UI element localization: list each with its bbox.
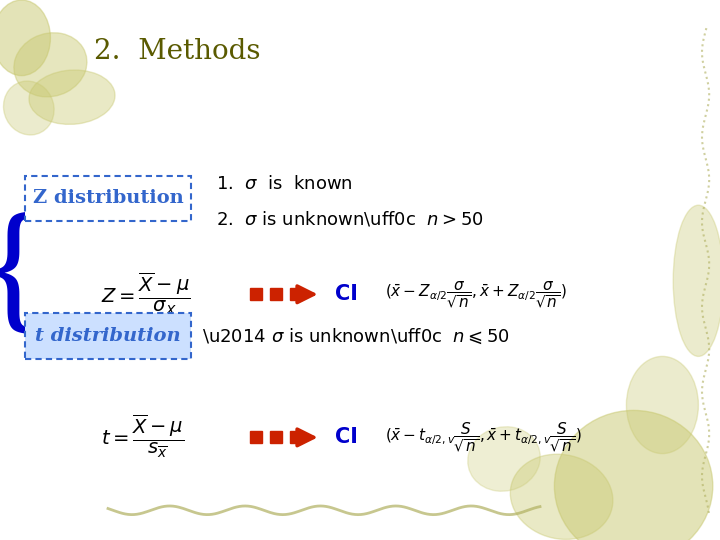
Text: $(\bar{x}-Z_{\alpha/2}\dfrac{\sigma}{\sqrt{n}},\bar{x}+Z_{\alpha/2}\dfrac{\sigma: $(\bar{x}-Z_{\alpha/2}\dfrac{\sigma}{\sq… bbox=[385, 279, 567, 309]
Ellipse shape bbox=[510, 454, 613, 539]
Ellipse shape bbox=[554, 410, 713, 540]
Text: $Z = \dfrac{\overline{X}-\mu}{\sigma_{X}}$: $Z = \dfrac{\overline{X}-\mu}{\sigma_{X}… bbox=[101, 271, 190, 318]
Text: 2.  Methods: 2. Methods bbox=[94, 38, 260, 65]
Text: \u2014 $\sigma$ is unknown\uff0c  $n$$\leqslant$50: \u2014 $\sigma$ is unknown\uff0c $n$$\le… bbox=[202, 326, 510, 346]
Ellipse shape bbox=[14, 33, 87, 97]
FancyBboxPatch shape bbox=[25, 176, 191, 221]
Ellipse shape bbox=[468, 427, 540, 491]
Text: $(\bar{x}-t_{\alpha/2,v}\dfrac{S}{\sqrt{n}},\bar{x}+t_{\alpha/2,v}\dfrac{S}{\sqr: $(\bar{x}-t_{\alpha/2,v}\dfrac{S}{\sqrt{… bbox=[385, 421, 582, 454]
Text: Z distribution: Z distribution bbox=[32, 190, 184, 207]
FancyBboxPatch shape bbox=[25, 313, 191, 359]
Text: $t = \dfrac{\overline{X}-\mu}{s_{\overline{x}}}$: $t = \dfrac{\overline{X}-\mu}{s_{\overli… bbox=[101, 413, 184, 462]
Ellipse shape bbox=[626, 356, 698, 454]
Text: CI: CI bbox=[335, 284, 358, 305]
Ellipse shape bbox=[673, 205, 720, 356]
Ellipse shape bbox=[29, 70, 115, 124]
Text: {: { bbox=[0, 211, 55, 340]
Text: 1.  $\sigma$  is  known: 1. $\sigma$ is known bbox=[216, 174, 353, 193]
Text: t distribution: t distribution bbox=[35, 327, 181, 345]
Ellipse shape bbox=[0, 0, 50, 76]
Ellipse shape bbox=[4, 81, 54, 135]
Text: 2.  $\sigma$ is unknown\uff0c  $n$$>$50: 2. $\sigma$ is unknown\uff0c $n$$>$50 bbox=[216, 209, 484, 228]
Text: CI: CI bbox=[335, 427, 358, 448]
